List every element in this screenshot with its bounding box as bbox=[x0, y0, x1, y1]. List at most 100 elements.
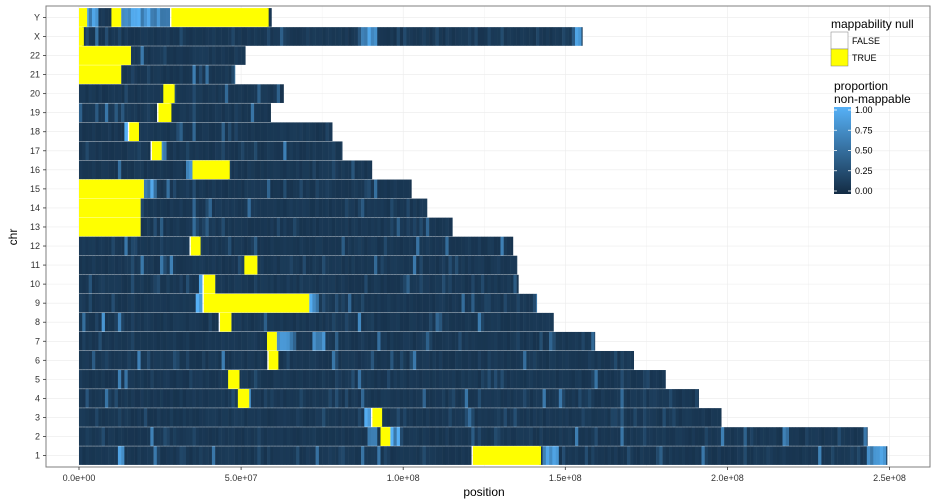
heatmap-bin bbox=[694, 446, 699, 465]
heatmap-bin bbox=[442, 236, 446, 256]
heatmap-bin bbox=[289, 370, 294, 389]
chromosome-row-18 bbox=[79, 122, 333, 142]
heatmap-bin bbox=[682, 408, 686, 427]
heatmap-bin bbox=[296, 312, 300, 332]
heatmap-bin bbox=[549, 408, 553, 427]
heatmap-bin bbox=[134, 370, 138, 389]
heatmap-bin bbox=[471, 255, 475, 275]
heatmap-bin bbox=[419, 274, 423, 294]
heatmap-bin bbox=[412, 389, 417, 408]
heatmap-bin bbox=[280, 217, 284, 237]
heatmap-bin bbox=[182, 293, 187, 313]
heatmap-bin bbox=[536, 293, 538, 313]
heatmap-bin bbox=[198, 236, 203, 256]
heatmap-bin bbox=[182, 370, 187, 389]
heatmap-bin bbox=[490, 389, 495, 408]
heatmap-bin bbox=[578, 350, 582, 370]
heatmap-bin bbox=[169, 370, 174, 389]
heatmap-bin bbox=[273, 122, 278, 142]
heatmap-bin bbox=[516, 350, 521, 370]
heatmap-bin bbox=[425, 350, 430, 370]
heatmap-bin bbox=[575, 408, 579, 427]
heatmap-bin bbox=[234, 408, 239, 427]
heatmap-bin bbox=[250, 122, 255, 142]
heatmap-bin bbox=[396, 255, 401, 275]
heatmap-bin bbox=[169, 446, 174, 465]
heatmap-bin bbox=[182, 198, 187, 218]
heatmap-bin bbox=[104, 274, 109, 294]
heatmap-bin bbox=[685, 427, 689, 446]
heatmap-bin bbox=[289, 389, 294, 408]
heatmap-bin bbox=[617, 446, 621, 465]
heatmap-bin bbox=[267, 236, 271, 256]
heatmap-bin bbox=[678, 389, 683, 408]
heatmap-bin bbox=[497, 312, 501, 332]
heatmap-bin bbox=[179, 122, 183, 142]
heatmap-bin bbox=[399, 389, 404, 408]
heatmap-bin bbox=[818, 427, 822, 446]
heatmap-bin bbox=[267, 179, 271, 199]
heatmap-bin bbox=[117, 408, 122, 427]
heatmap-bin bbox=[260, 217, 265, 237]
heatmap-bin bbox=[649, 446, 654, 465]
heatmap-bin bbox=[597, 446, 602, 465]
heatmap-bin bbox=[247, 408, 252, 427]
heatmap-bin bbox=[208, 236, 213, 256]
heatmap-bin bbox=[215, 179, 219, 199]
heatmap-bin bbox=[636, 408, 641, 427]
heatmap-bin bbox=[351, 160, 355, 180]
chromosome-row-11 bbox=[79, 255, 518, 275]
heatmap-bin bbox=[179, 331, 183, 351]
heatmap-bin bbox=[328, 293, 333, 313]
heatmap-bin bbox=[121, 446, 125, 465]
heatmap-bin bbox=[386, 408, 391, 427]
heatmap-bin bbox=[435, 370, 440, 389]
heatmap-bin bbox=[412, 236, 417, 256]
heatmap-bin bbox=[211, 370, 216, 389]
heatmap-bin bbox=[575, 446, 579, 465]
heatmap-bin bbox=[312, 236, 316, 256]
heatmap-bin bbox=[549, 389, 553, 408]
heatmap-bin bbox=[143, 27, 148, 46]
chromosome-row-15 bbox=[79, 179, 412, 199]
heatmap-bin bbox=[322, 122, 326, 142]
heatmap-bin bbox=[523, 350, 527, 370]
heatmap-bin bbox=[348, 331, 352, 351]
heatmap-bin bbox=[617, 408, 621, 427]
heatmap-bin bbox=[536, 312, 540, 332]
heatmap-bin bbox=[633, 408, 637, 427]
heatmap-bin bbox=[215, 65, 219, 84]
heatmap-bin bbox=[315, 350, 320, 370]
heatmap-bin bbox=[578, 408, 582, 427]
heatmap-bin bbox=[584, 370, 589, 389]
heatmap-bin bbox=[328, 274, 333, 294]
heatmap-bin bbox=[390, 427, 394, 446]
heatmap-bin bbox=[344, 236, 349, 256]
heatmap-bin bbox=[302, 198, 307, 218]
heatmap-bin bbox=[425, 293, 430, 313]
heatmap-bin bbox=[182, 274, 187, 294]
heatmap-bin bbox=[468, 370, 472, 389]
heatmap-bin bbox=[523, 312, 527, 332]
heatmap-bin bbox=[215, 255, 219, 275]
heatmap-bin bbox=[98, 160, 102, 180]
heatmap-bin bbox=[289, 274, 294, 294]
heatmap-bin bbox=[163, 427, 167, 446]
heatmap-bin bbox=[202, 179, 206, 199]
heatmap-bin bbox=[607, 427, 611, 446]
heatmap-bin bbox=[221, 84, 226, 103]
heatmap-bin bbox=[455, 236, 459, 256]
heatmap-bin bbox=[127, 446, 132, 465]
heatmap-bin bbox=[150, 103, 154, 123]
heatmap-bin bbox=[280, 84, 284, 103]
heatmap-bin bbox=[263, 331, 268, 351]
heatmap-bin bbox=[140, 255, 145, 275]
heatmap-bin bbox=[779, 446, 783, 465]
heatmap-bin bbox=[276, 27, 281, 46]
heatmap-bin bbox=[416, 27, 420, 46]
heatmap-bin bbox=[341, 27, 346, 46]
heatmap-bin bbox=[367, 446, 372, 465]
heatmap-bin bbox=[312, 370, 316, 389]
heatmap-bin bbox=[406, 408, 410, 427]
heatmap-bin bbox=[458, 331, 462, 351]
